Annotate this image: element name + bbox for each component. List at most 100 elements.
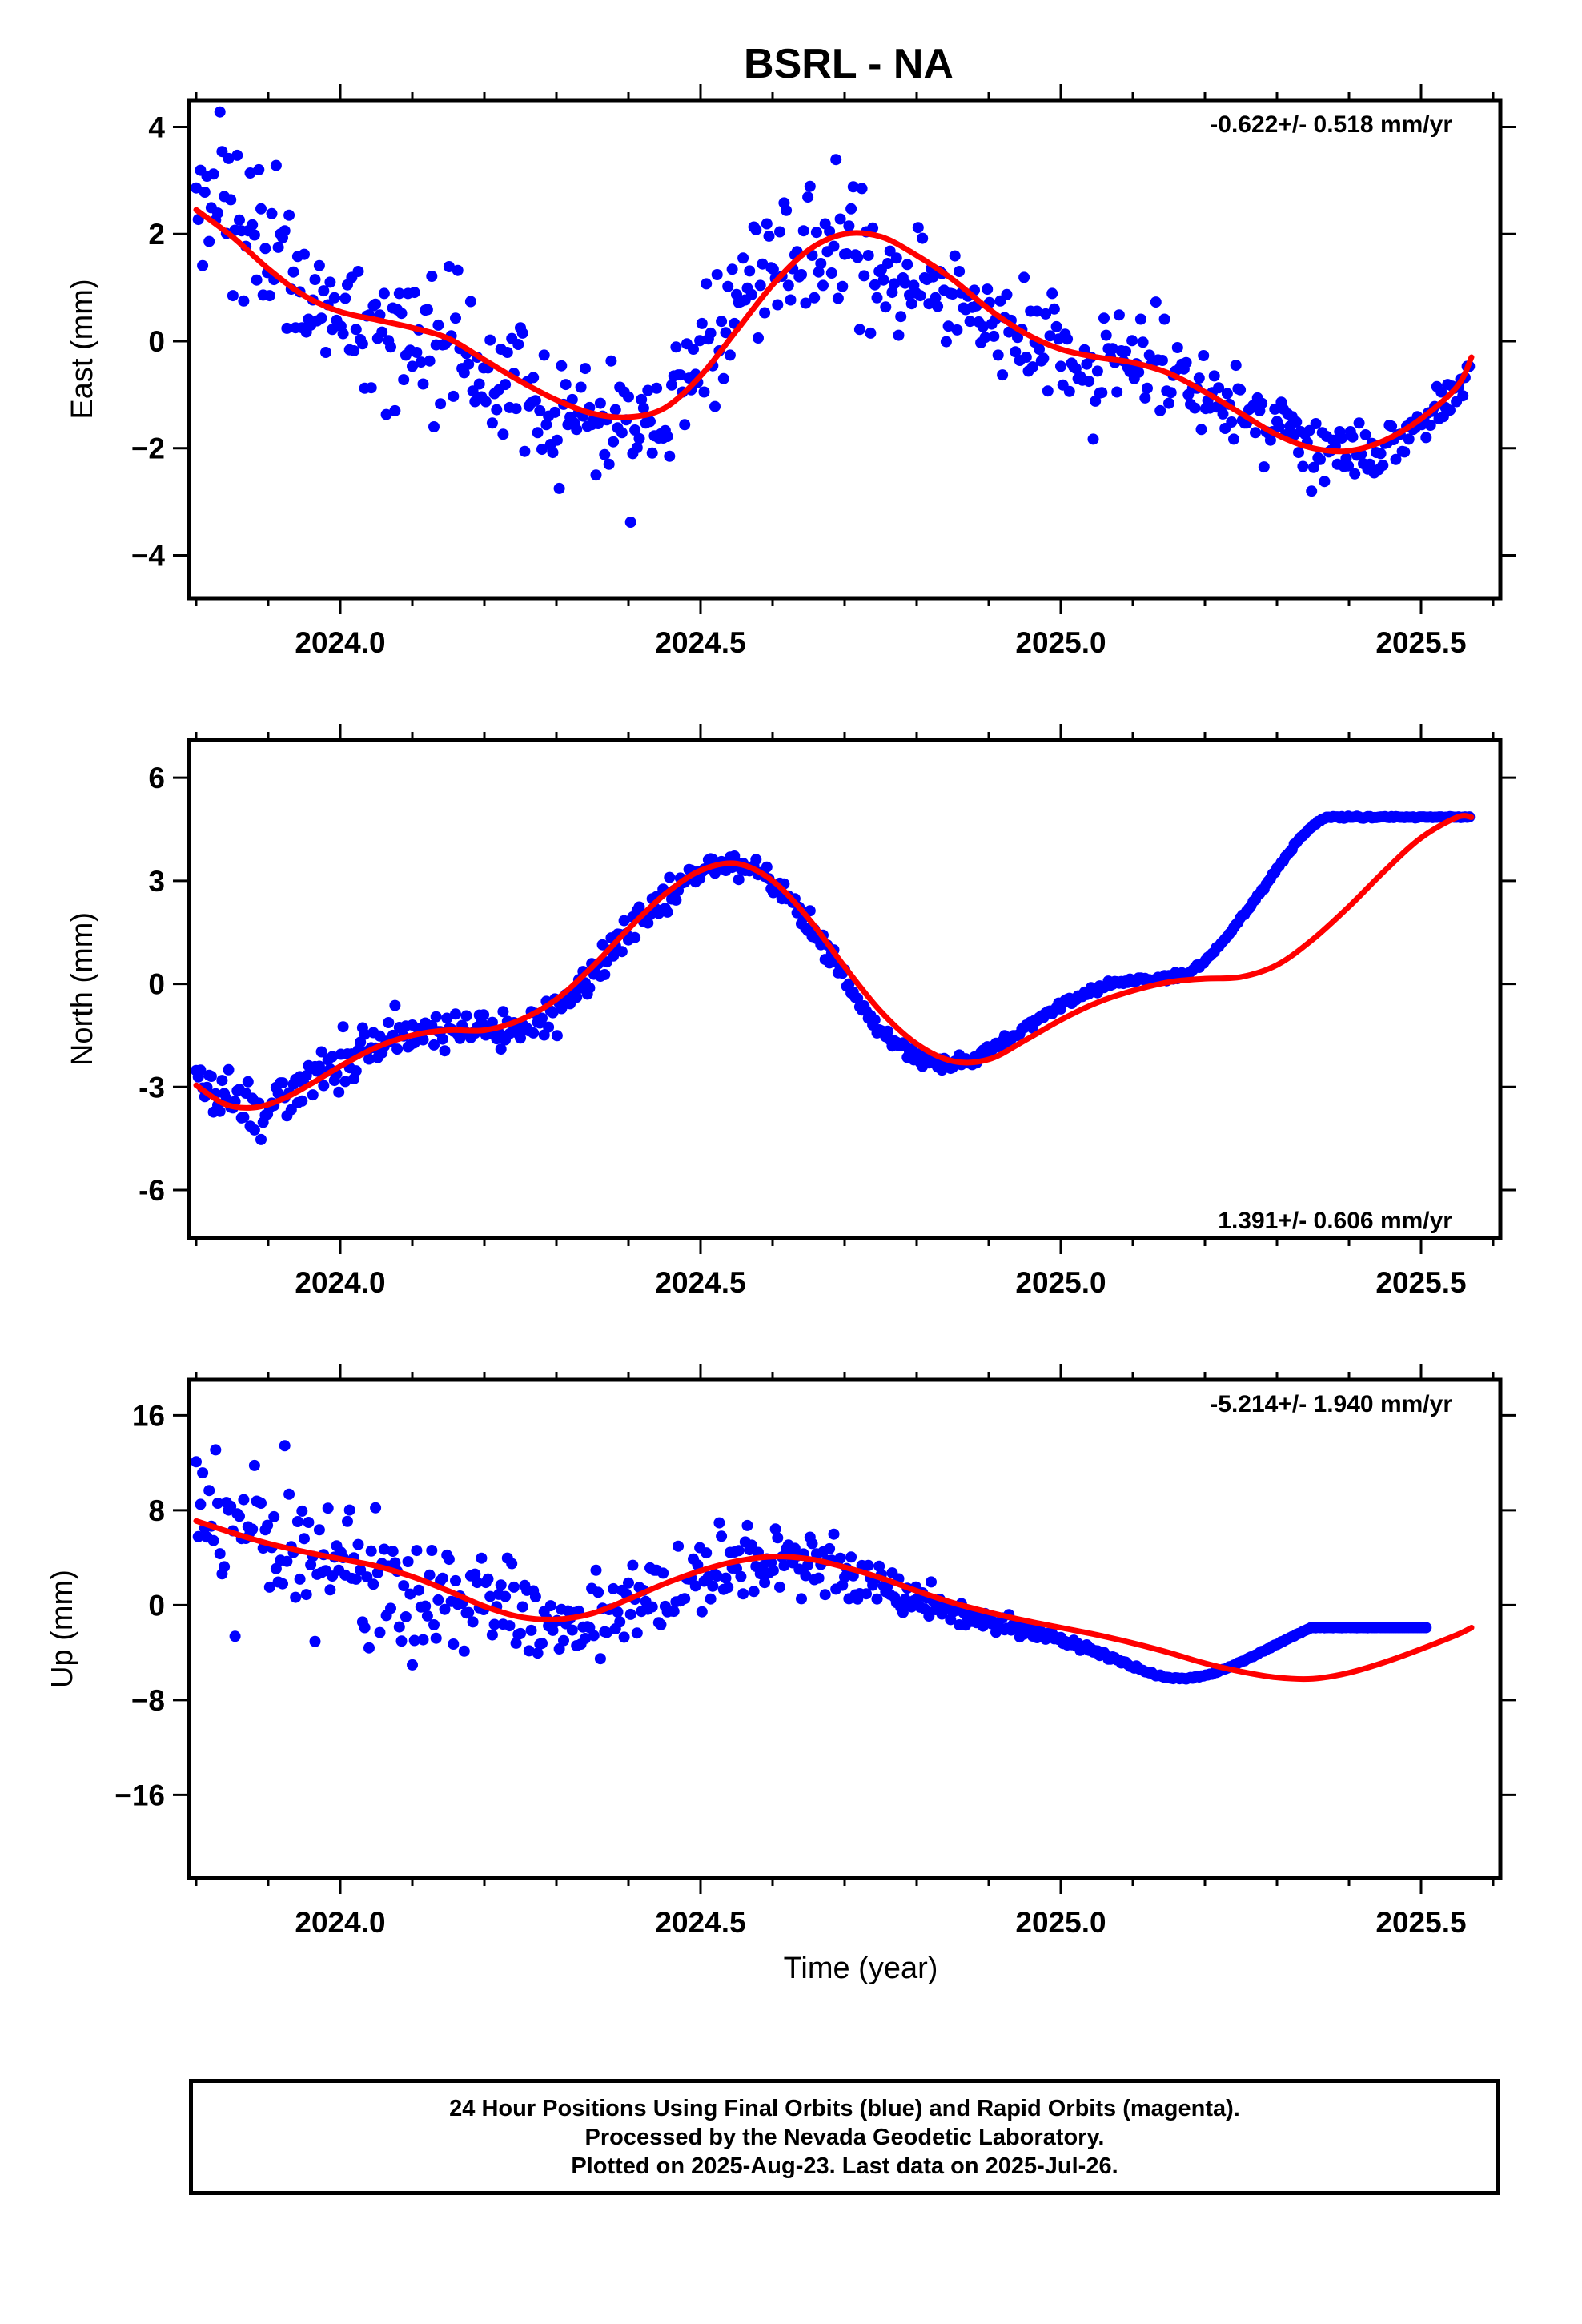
data-point — [328, 292, 340, 304]
data-point — [861, 1588, 872, 1600]
data-point — [473, 378, 485, 390]
data-point — [1189, 402, 1201, 414]
data-point — [363, 1642, 375, 1654]
data-point — [318, 1080, 330, 1092]
data-point — [448, 1638, 460, 1650]
data-point — [238, 1112, 250, 1123]
data-point — [696, 1606, 708, 1618]
data-point — [1399, 446, 1411, 458]
data-point — [1100, 329, 1112, 341]
data-point — [707, 1580, 719, 1592]
data-point — [486, 1016, 498, 1028]
data-point — [283, 1488, 295, 1500]
data-point — [1193, 372, 1205, 384]
data-point — [759, 307, 771, 319]
data-point — [191, 1456, 202, 1468]
data-point — [869, 1014, 881, 1026]
y-tick-label: 16 — [132, 1399, 165, 1432]
data-point — [979, 332, 991, 344]
x-tick-label: 2025.0 — [1015, 1906, 1106, 1939]
data-point — [299, 248, 310, 260]
data-point — [899, 277, 911, 289]
series-points-east — [191, 106, 1476, 528]
data-point — [1226, 416, 1238, 428]
data-point — [767, 1565, 779, 1577]
data-point — [880, 301, 892, 313]
data-point — [679, 419, 691, 431]
data-point — [636, 393, 648, 405]
data-point — [753, 332, 764, 344]
data-point — [889, 278, 901, 290]
data-point — [523, 1645, 535, 1657]
data-point — [299, 1533, 310, 1545]
data-point — [644, 416, 656, 428]
data-point — [828, 240, 840, 252]
data-point — [772, 299, 784, 311]
data-point — [303, 1517, 315, 1528]
data-point — [214, 106, 226, 118]
data-point — [733, 1545, 745, 1557]
data-point — [664, 871, 676, 883]
data-point — [1306, 485, 1318, 497]
data-point — [283, 209, 295, 221]
data-point — [234, 1510, 245, 1522]
data-point — [1063, 385, 1075, 397]
data-point — [359, 1028, 371, 1040]
data-point — [726, 263, 738, 275]
data-point — [1026, 361, 1038, 373]
data-point — [370, 298, 382, 310]
data-point — [588, 1630, 600, 1642]
data-point — [661, 431, 673, 442]
data-point — [701, 1547, 713, 1559]
data-point — [322, 1502, 334, 1514]
data-point — [806, 1538, 818, 1550]
data-point — [553, 482, 565, 494]
data-point — [428, 421, 440, 432]
data-point — [214, 1548, 226, 1560]
trend-fit-line-up — [193, 1518, 1475, 1683]
data-point — [337, 328, 349, 340]
data-point — [491, 404, 503, 416]
data-point — [575, 381, 587, 393]
data-point — [590, 1564, 602, 1576]
data-point — [398, 1580, 410, 1592]
data-point — [244, 167, 256, 179]
y-axis-title: North (mm) — [66, 912, 99, 1066]
data-point — [1310, 418, 1322, 429]
data-point — [754, 279, 766, 292]
data-point — [774, 1581, 785, 1593]
data-point — [342, 1515, 353, 1527]
data-point — [599, 969, 611, 980]
data-point — [556, 360, 568, 372]
data-point — [696, 317, 708, 329]
data-point — [1126, 335, 1138, 347]
data-point — [847, 181, 859, 193]
data-point — [1163, 397, 1174, 409]
data-point — [426, 1545, 438, 1556]
data-point — [389, 404, 401, 416]
data-point — [666, 379, 677, 391]
data-point — [594, 1653, 606, 1665]
data-point — [380, 408, 392, 420]
data-point — [631, 1627, 643, 1639]
data-point — [637, 402, 649, 414]
data-point — [566, 1624, 578, 1636]
data-point — [711, 1570, 723, 1582]
y-tick-label: 8 — [148, 1494, 165, 1527]
data-point — [1171, 342, 1183, 353]
data-point — [478, 1009, 490, 1021]
data-point — [769, 1523, 781, 1535]
data-point — [852, 251, 864, 263]
data-point — [1462, 0, 1473, 6]
data-point — [497, 1006, 509, 1018]
data-point — [371, 1567, 383, 1578]
data-point — [763, 230, 775, 242]
data-point — [393, 1621, 405, 1633]
panel-north: 2024.0 2024.5 2025.0 2025.5 -6 -3 0 3 6 1.391+/- … — [66, 724, 1516, 1299]
y-tick-label: −8 — [131, 1684, 165, 1717]
panel-east: 2024.0 2024.5 2025.0 2025.5 −4 −2 0 2 4 -0.622+/-… — [66, 84, 1516, 659]
data-point — [720, 327, 732, 339]
data-point — [655, 1618, 667, 1630]
data-point — [815, 258, 827, 269]
data-point — [508, 1581, 520, 1593]
